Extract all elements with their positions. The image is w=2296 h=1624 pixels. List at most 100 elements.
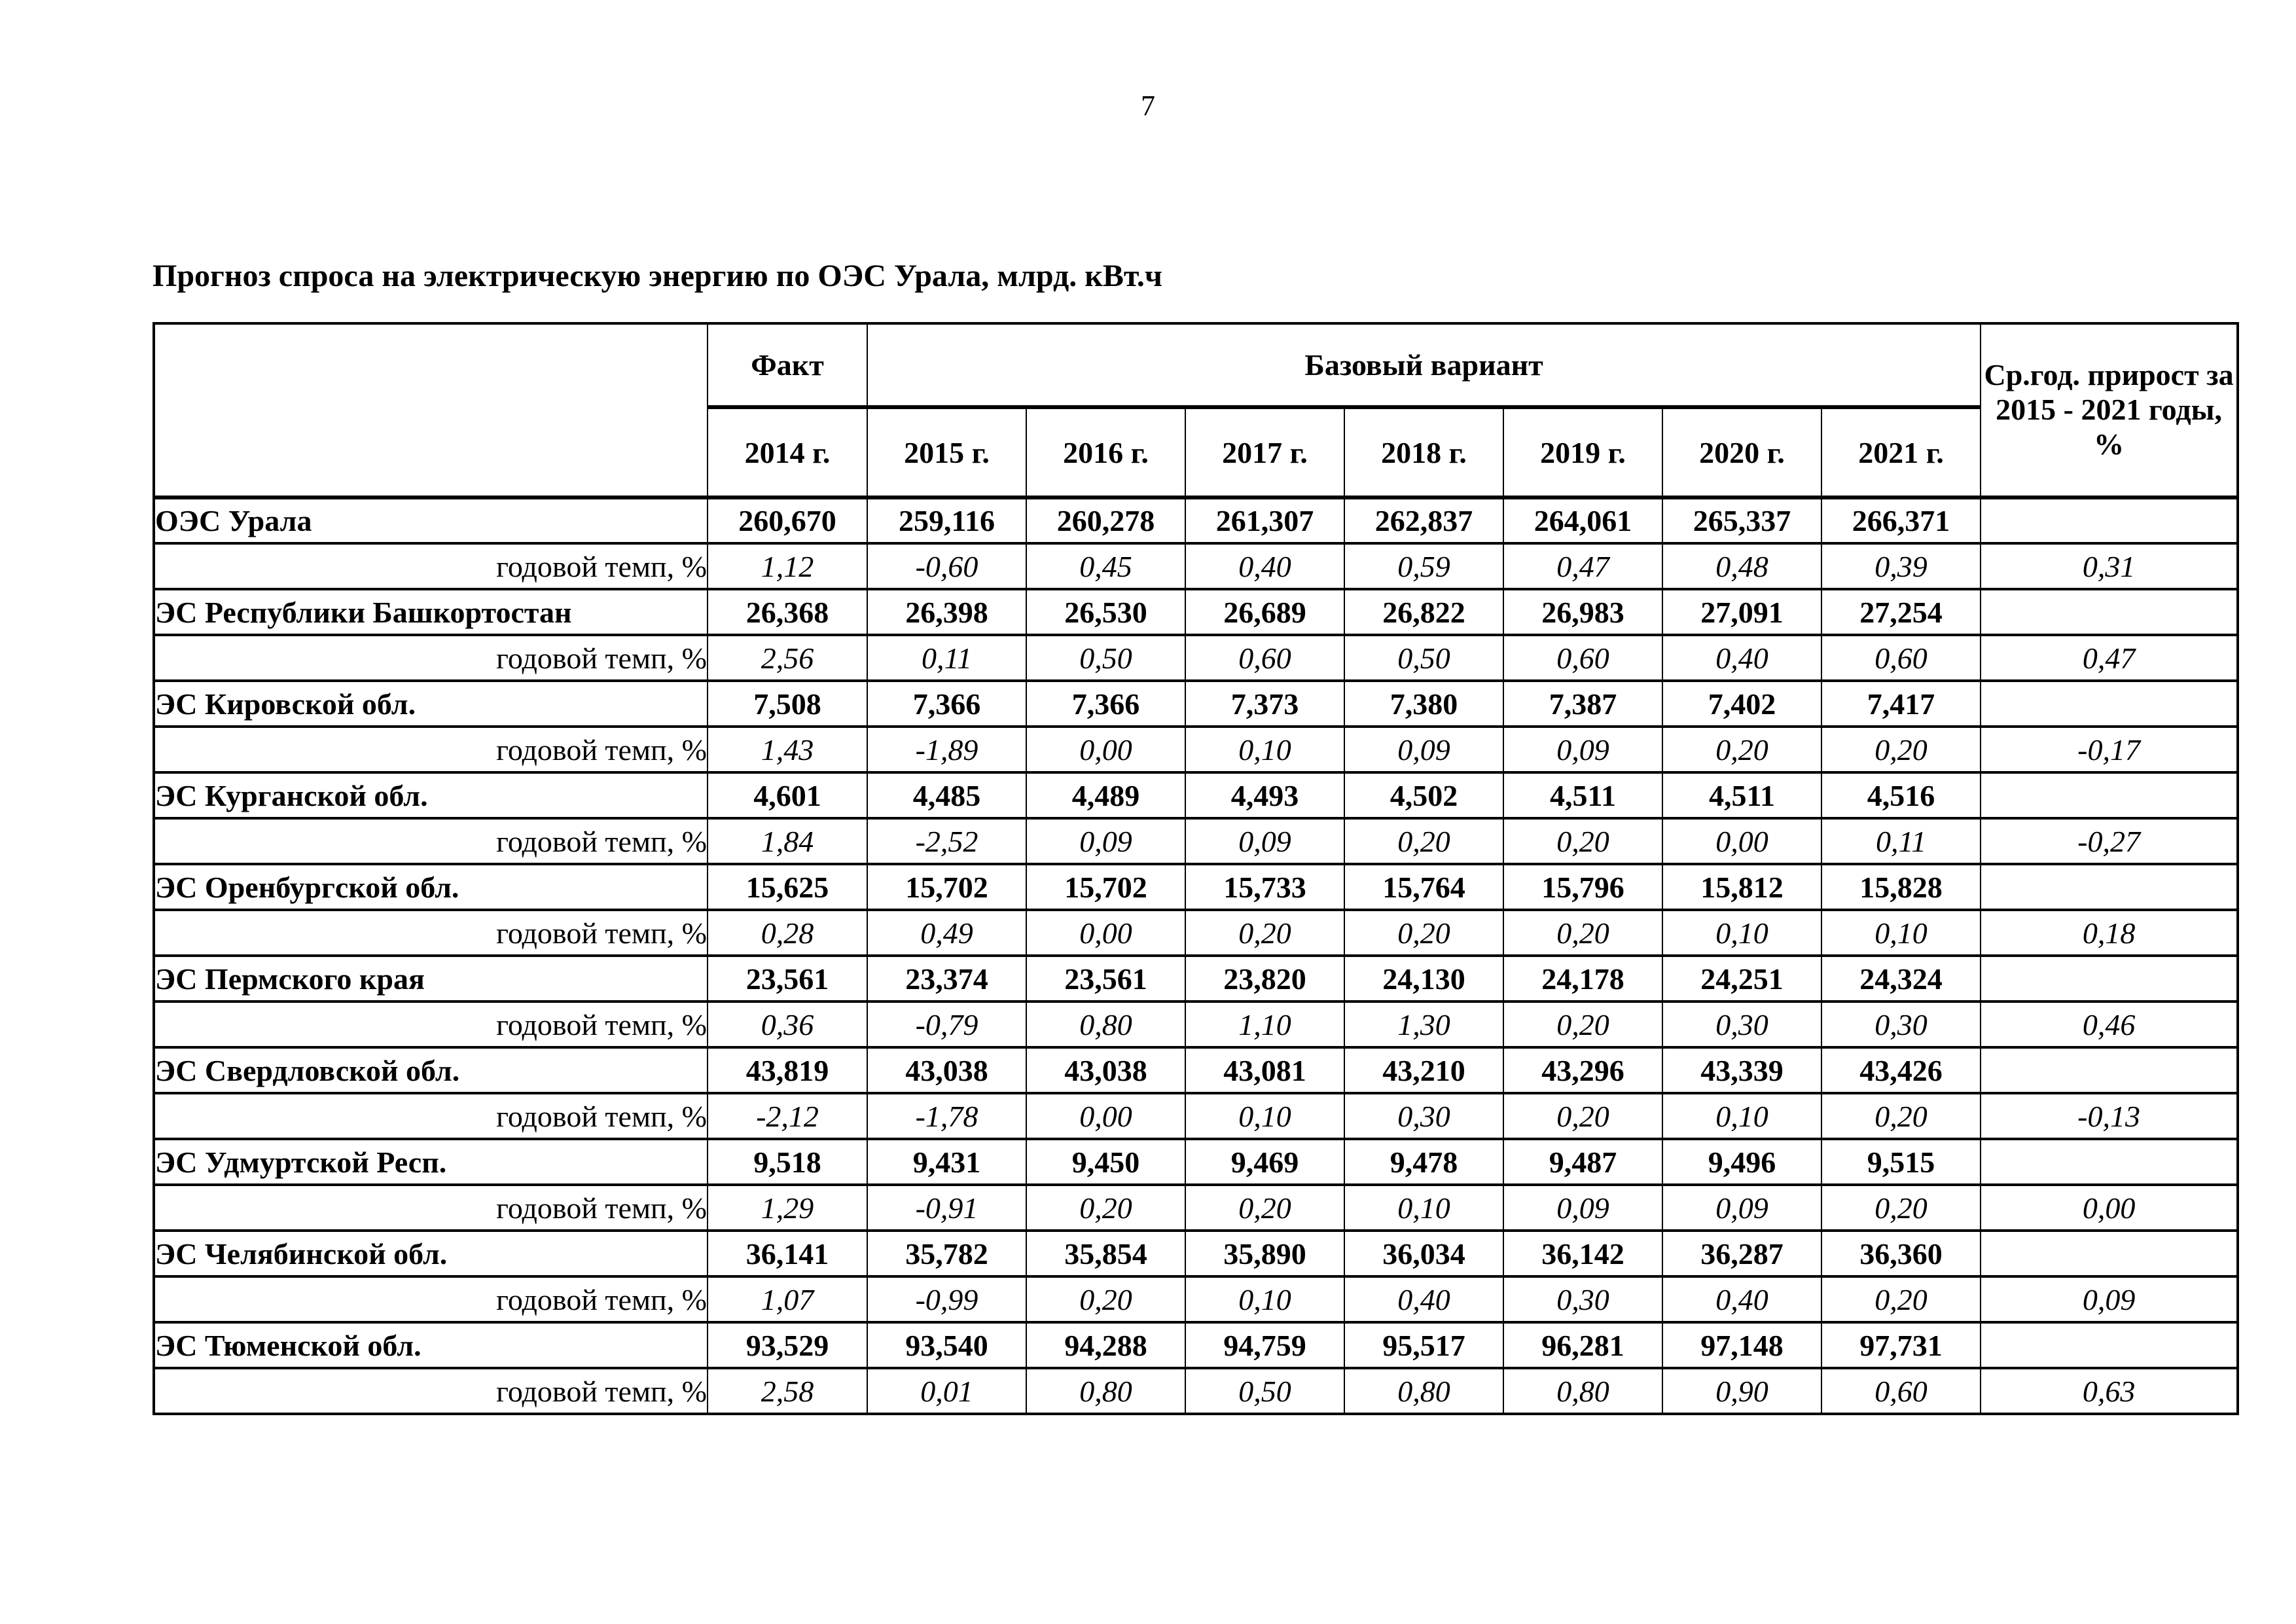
region-value-cell: 9,469 <box>1185 1138 1345 1186</box>
region-value-cell: 35,890 <box>1185 1229 1345 1278</box>
region-value-cell: 27,091 <box>1662 588 1822 636</box>
growth-rate-value-cell: 1,29 <box>707 1183 868 1232</box>
region-value-cell: 15,702 <box>1026 863 1186 911</box>
region-value-cell: 24,251 <box>1662 954 1822 1003</box>
forecast-table-body: ОЭС Урала 260,670 259,116 260,278 261,307 262… <box>153 496 2239 1415</box>
growth-rate-row: годовой темп, % 1,43 -1,89 0,00 0,10 0,09 0,09… <box>153 725 2239 774</box>
region-value-cell: 7,387 <box>1503 679 1663 728</box>
growth-rate-value-cell: 0,00 <box>1026 1092 1186 1140</box>
avg-empty-cell <box>1980 863 2239 911</box>
region-row: ЭС Челябинской обл. 36,141 35,782 35,854 35,… <box>153 1229 2239 1278</box>
region-value-cell: 15,733 <box>1185 863 1345 911</box>
year-header-2014: 2014 г. <box>707 406 868 499</box>
growth-rate-value-cell: 0,28 <box>707 909 868 957</box>
growth-rate-value-cell: 0,50 <box>1344 634 1504 682</box>
avg-growth-value-cell: 0,46 <box>1980 1000 2239 1049</box>
region-name-cell: ЭС Курганской обл. <box>153 771 708 820</box>
year-header-2020: 2020 г. <box>1662 406 1822 499</box>
region-row: ЭС Свердловской обл. 43,819 43,038 43,038 43… <box>153 1046 2239 1094</box>
region-value-cell: 23,374 <box>867 954 1027 1003</box>
growth-rate-value-cell: -2,12 <box>707 1092 868 1140</box>
year-header-2021: 2021 г. <box>1820 406 1982 499</box>
growth-rate-value-cell: 1,12 <box>707 542 868 590</box>
growth-rate-value-cell: 0,60 <box>1185 634 1345 682</box>
avg-growth-value-cell: 0,31 <box>1980 542 2239 590</box>
region-value-cell: 15,625 <box>707 863 868 911</box>
growth-rate-value-cell: 0,20 <box>1503 909 1663 957</box>
region-value-cell: 97,731 <box>1820 1321 1982 1369</box>
growth-rate-value-cell: 0,60 <box>1820 634 1982 682</box>
avg-empty-cell <box>1980 1229 2239 1278</box>
growth-rate-label-cell: годовой темп, % <box>153 1092 708 1140</box>
region-value-cell: 9,515 <box>1820 1138 1982 1186</box>
region-value-cell: 35,854 <box>1026 1229 1186 1278</box>
growth-rate-value-cell: -0,99 <box>867 1275 1027 1324</box>
growth-rate-label-cell: годовой темп, % <box>153 1367 708 1415</box>
avg-growth-value-cell: 0,47 <box>1980 634 2239 682</box>
growth-rate-value-cell: 0,47 <box>1503 542 1663 590</box>
growth-rate-value-cell: 0,50 <box>1026 634 1186 682</box>
region-value-cell: 93,540 <box>867 1321 1027 1369</box>
growth-rate-value-cell: 0,09 <box>1503 725 1663 774</box>
growth-rate-value-cell: 0,09 <box>1185 817 1345 865</box>
region-value-cell: 261,307 <box>1185 496 1345 545</box>
growth-rate-row: годовой темп, % 1,07 -0,99 0,20 0,10 0,40 0,30… <box>153 1275 2239 1324</box>
region-value-cell: 9,487 <box>1503 1138 1663 1186</box>
forecast-table: Факт Базовый вариант Ср.год. прирост за … <box>152 322 2240 1415</box>
growth-rate-value-cell: 0,09 <box>1026 817 1186 865</box>
growth-rate-value-cell: 0,20 <box>1185 909 1345 957</box>
region-value-cell: 7,402 <box>1662 679 1822 728</box>
avg-growth-value-cell: 0,09 <box>1980 1275 2239 1324</box>
region-value-cell: 35,782 <box>867 1229 1027 1278</box>
region-value-cell: 43,426 <box>1820 1046 1982 1094</box>
region-name-cell: ЭС Республики Башкортостан <box>153 588 708 636</box>
region-value-cell: 9,431 <box>867 1138 1027 1186</box>
region-value-cell: 7,366 <box>1026 679 1186 728</box>
growth-rate-value-cell: 0,20 <box>1503 1000 1663 1049</box>
year-header-2017: 2017 г. <box>1185 406 1345 499</box>
region-value-cell: 7,366 <box>867 679 1027 728</box>
region-value-cell: 26,822 <box>1344 588 1504 636</box>
region-value-cell: 26,368 <box>707 588 868 636</box>
region-value-cell: 9,450 <box>1026 1138 1186 1186</box>
growth-rate-value-cell: 0,80 <box>1026 1000 1186 1049</box>
region-value-cell: 26,983 <box>1503 588 1663 636</box>
region-value-cell: 94,288 <box>1026 1321 1186 1369</box>
growth-rate-value-cell: 0,20 <box>1344 909 1504 957</box>
growth-rate-value-cell: 0,80 <box>1026 1367 1186 1415</box>
growth-rate-value-cell: 0,10 <box>1185 1275 1345 1324</box>
growth-rate-value-cell: 0,10 <box>1662 1092 1822 1140</box>
avg-growth-value-cell: -0,13 <box>1980 1092 2239 1140</box>
growth-rate-value-cell: 0,11 <box>1820 817 1982 865</box>
avg-empty-cell <box>1980 679 2239 728</box>
region-value-cell: 260,278 <box>1026 496 1186 545</box>
region-value-cell: 43,081 <box>1185 1046 1345 1094</box>
region-value-cell: 4,489 <box>1026 771 1186 820</box>
region-value-cell: 9,518 <box>707 1138 868 1186</box>
region-row: ЭС Оренбургской обл. 15,625 15,702 15,702 15… <box>153 863 2239 911</box>
growth-rate-value-cell: 0,39 <box>1820 542 1982 590</box>
region-value-cell: 266,371 <box>1820 496 1982 545</box>
growth-rate-value-cell: 0,10 <box>1185 1092 1345 1140</box>
region-value-cell: 262,837 <box>1344 496 1504 545</box>
growth-rate-value-cell: 0,20 <box>1026 1183 1186 1232</box>
base-variant-header: Базовый вариант <box>866 322 1982 409</box>
growth-rate-value-cell: 1,10 <box>1185 1000 1345 1049</box>
region-value-cell: 9,496 <box>1662 1138 1822 1186</box>
avg-growth-value-cell: -0,17 <box>1980 725 2239 774</box>
growth-rate-value-cell: 0,36 <box>707 1000 868 1049</box>
growth-rate-value-cell: 0,30 <box>1503 1275 1663 1324</box>
avg-growth-value-cell: 0,18 <box>1980 909 2239 957</box>
region-value-cell: 15,702 <box>867 863 1027 911</box>
region-row: ЭС Республики Башкортостан 26,368 26,398 26… <box>153 588 2239 636</box>
region-value-cell: 4,511 <box>1503 771 1663 820</box>
year-header-2015: 2015 г. <box>867 406 1027 499</box>
growth-rate-row: годовой темп, % 0,36 -0,79 0,80 1,10 1,30 0,20… <box>153 1000 2239 1049</box>
growth-rate-value-cell: 0,49 <box>867 909 1027 957</box>
region-name-cell: ЭС Свердловской обл. <box>153 1046 708 1094</box>
growth-rate-label-cell: годовой темп, % <box>153 725 708 774</box>
growth-rate-value-cell: 0,80 <box>1503 1367 1663 1415</box>
region-name-cell: ЭС Челябинской обл. <box>153 1229 708 1278</box>
growth-rate-value-cell: 0,59 <box>1344 542 1504 590</box>
